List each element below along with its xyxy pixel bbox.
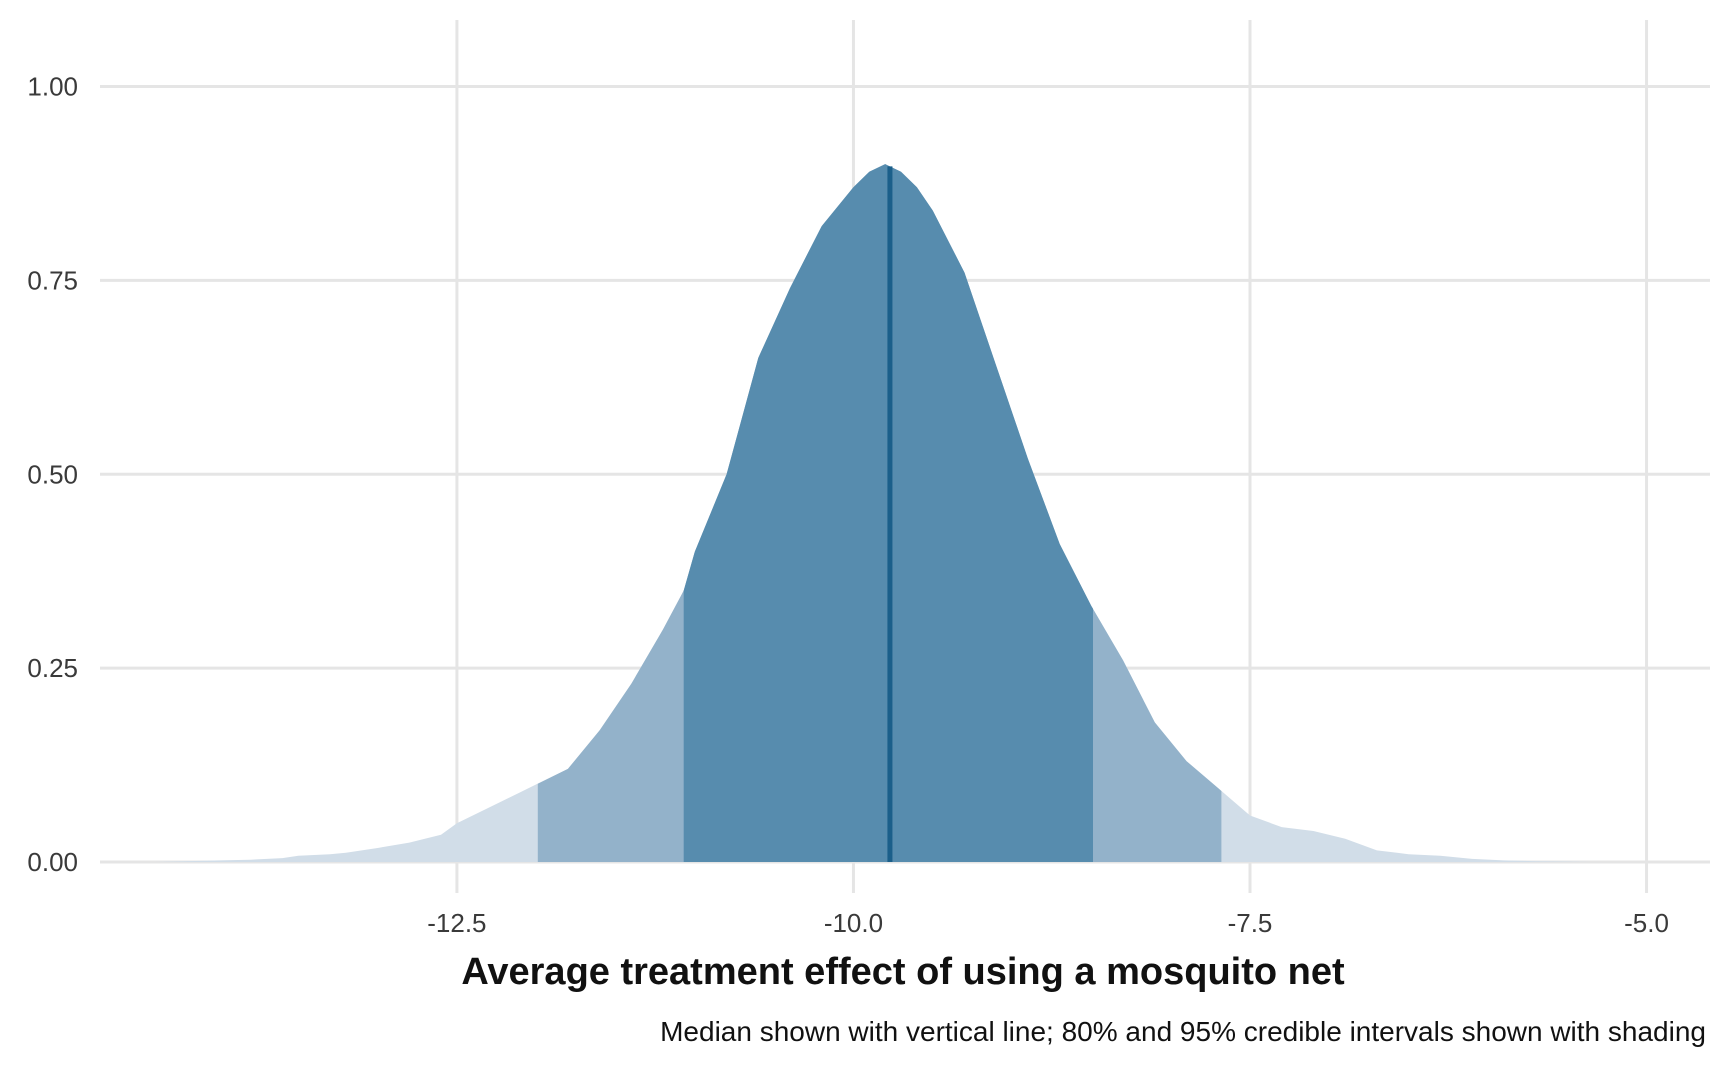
x-tick-label: -5.0 <box>1624 908 1669 938</box>
y-tick-label: 0.50 <box>27 459 78 489</box>
y-tick-label: 0.25 <box>27 653 78 683</box>
chart-caption: Median shown with vertical line; 80% and… <box>660 1016 1706 1047</box>
x-tick-label: -12.5 <box>427 908 486 938</box>
y-tick-label: 1.00 <box>27 72 78 102</box>
x-axis-label: Average treatment effect of using a mosq… <box>461 951 1345 993</box>
y-tick-label: 0.75 <box>27 265 78 295</box>
x-tick-labels: -12.5 -10.0 -7.5 -5.0 <box>427 908 1669 938</box>
x-tick-label: -10.0 <box>824 908 883 938</box>
density-areas <box>155 164 1591 863</box>
y-tick-label: 0.00 <box>27 847 78 877</box>
x-tick-label: -7.5 <box>1228 908 1273 938</box>
y-tick-labels: 0.00 0.25 0.50 0.75 1.00 <box>27 72 78 877</box>
